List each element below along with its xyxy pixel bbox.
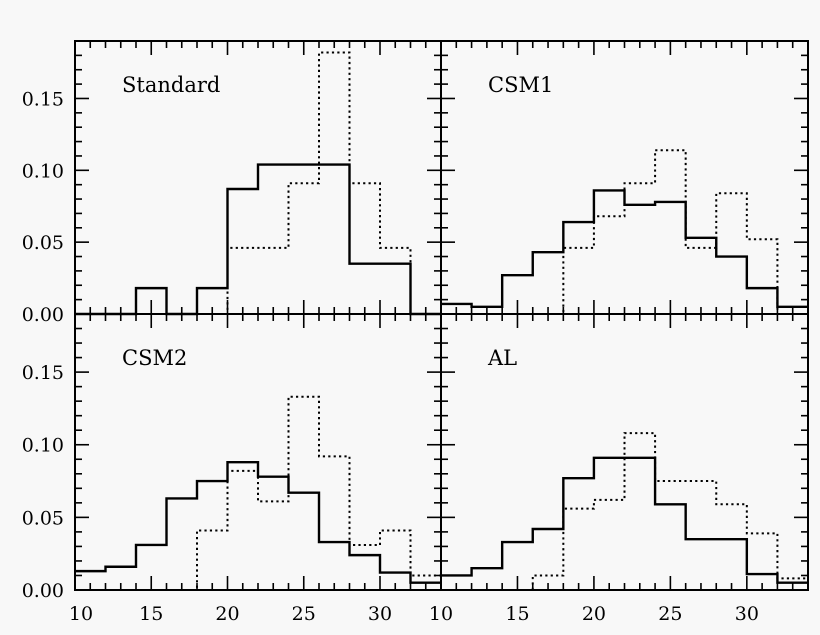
panel-csm1: CSM1 [440,40,809,315]
solid-histogram-series [75,163,441,316]
y-tick-label: 0.05 [22,232,64,254]
y-tick-label: 0.00 [22,304,64,326]
panel-title: CSM2 [122,346,187,370]
x-tick-label: 15 [139,603,163,625]
y-tick-label: 0.10 [22,435,64,457]
dotted-histogram-series [441,432,808,591]
panel-standard: Standard [74,40,442,316]
solid-histogram-series [441,456,808,584]
x-tick-label: 30 [368,603,392,625]
x-tick-label: 15 [505,603,529,625]
dotted-histogram-series [441,149,808,315]
x-tick-label: 10 [69,603,93,625]
panels-group: Standard CSM1 CSM2 AL [74,40,809,591]
dotted-histogram-series [75,51,441,315]
solid-histogram-series [441,189,808,309]
panel-title: Standard [122,73,220,97]
dotted-histogram-series [75,395,441,591]
x-tick-label: 20 [582,603,606,625]
y-tick-label: 0.15 [22,362,64,384]
tick-labels-group: 0.00 0.05 0.10 0.15 0.00 0.05 0.10 0.15 10 15 20 25… [22,88,759,625]
y-tick-label: 0.10 [22,160,64,182]
y-tick-label: 0.05 [22,507,64,529]
y-tick-label: 0.15 [22,88,64,110]
panel-al: AL [440,313,809,591]
solid-histogram-series [75,460,441,584]
x-tick-label: 25 [292,603,316,625]
panel-csm2: CSM2 [74,313,442,591]
y-tick-label: 0.00 [22,580,64,602]
panel-frame [440,313,809,591]
x-tick-label: 30 [735,603,759,625]
panel-title: AL [487,346,517,370]
panel-title: CSM1 [488,73,553,97]
x-tick-label: 25 [658,603,682,625]
x-tick-label: 20 [215,603,239,625]
x-tick-label: 10 [429,603,453,625]
